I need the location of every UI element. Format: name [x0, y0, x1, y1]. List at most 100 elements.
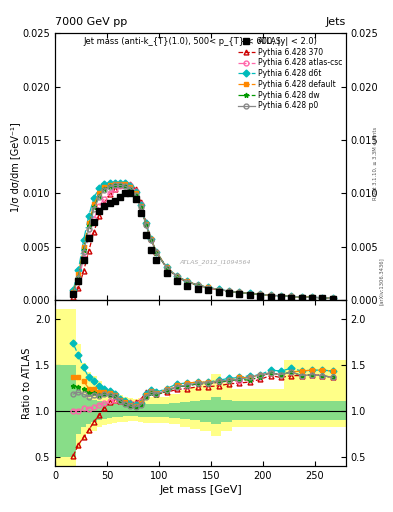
Pythia 6.428 p0	[86, 225, 91, 231]
Pythia 6.428 default	[138, 203, 143, 209]
Pythia 6.428 dw	[81, 247, 86, 253]
Pythia 6.428 default	[154, 249, 159, 255]
Text: Jets: Jets	[325, 16, 346, 27]
Pythia 6.428 370	[258, 291, 263, 297]
Pythia 6.428 370	[195, 283, 200, 289]
ATLAS	[143, 232, 148, 238]
Pythia 6.428 atlas-csc	[289, 293, 294, 300]
Pythia 6.428 p0	[112, 182, 117, 188]
ATLAS	[175, 279, 180, 285]
Pythia 6.428 370	[237, 290, 242, 296]
Pythia 6.428 p0	[81, 249, 86, 255]
Line: Pythia 6.428 dw: Pythia 6.428 dw	[71, 182, 335, 301]
ATLAS	[71, 291, 75, 297]
Pythia 6.428 dw	[71, 289, 75, 295]
Pythia 6.428 atlas-csc	[143, 220, 148, 226]
Pythia 6.428 370	[92, 229, 96, 235]
ATLAS	[112, 198, 117, 204]
Pythia 6.428 d6t	[71, 287, 75, 293]
Pythia 6.428 370	[118, 182, 122, 188]
Pythia 6.428 370	[310, 294, 314, 301]
Pythia 6.428 d6t	[237, 289, 242, 295]
Pythia 6.428 d6t	[279, 293, 283, 299]
Pythia 6.428 dw	[76, 273, 81, 280]
ATLAS	[227, 290, 231, 296]
Pythia 6.428 atlas-csc	[81, 255, 86, 262]
Pythia 6.428 p0	[216, 286, 221, 292]
Pythia 6.428 370	[71, 294, 75, 300]
Pythia 6.428 p0	[164, 265, 169, 271]
Pythia 6.428 d6t	[76, 267, 81, 273]
Pythia 6.428 dw	[331, 295, 335, 301]
ATLAS	[118, 194, 122, 200]
Line: Pythia 6.428 d6t: Pythia 6.428 d6t	[71, 180, 335, 301]
Pythia 6.428 default	[76, 271, 81, 278]
Pythia 6.428 atlas-csc	[76, 279, 81, 285]
Pythia 6.428 default	[71, 289, 75, 295]
Pythia 6.428 370	[102, 200, 107, 206]
Pythia 6.428 default	[299, 294, 304, 300]
Pythia 6.428 default	[237, 289, 242, 295]
Pythia 6.428 p0	[237, 289, 242, 295]
Pythia 6.428 p0	[143, 222, 148, 228]
ATLAS	[268, 293, 273, 300]
ATLAS	[138, 209, 143, 216]
Pythia 6.428 default	[216, 286, 221, 292]
Pythia 6.428 d6t	[154, 248, 159, 254]
Pythia 6.428 dw	[118, 182, 122, 188]
Pythia 6.428 370	[112, 186, 117, 192]
Pythia 6.428 dw	[268, 292, 273, 298]
Pythia 6.428 default	[185, 279, 190, 285]
ATLAS	[206, 287, 211, 293]
ATLAS	[320, 295, 325, 302]
Pythia 6.428 370	[320, 294, 325, 301]
Pythia 6.428 p0	[279, 293, 283, 299]
Pythia 6.428 d6t	[331, 295, 335, 301]
Pythia 6.428 default	[97, 190, 101, 197]
Pythia 6.428 370	[185, 279, 190, 285]
ATLAS	[92, 219, 96, 225]
Pythia 6.428 atlas-csc	[279, 293, 283, 299]
Pythia 6.428 p0	[195, 282, 200, 288]
Pythia 6.428 d6t	[112, 180, 117, 186]
Pythia 6.428 atlas-csc	[102, 196, 107, 202]
Pythia 6.428 default	[112, 181, 117, 187]
ATLAS	[331, 295, 335, 302]
Pythia 6.428 dw	[97, 193, 101, 199]
Pythia 6.428 d6t	[86, 212, 91, 219]
Pythia 6.428 p0	[118, 182, 122, 188]
ATLAS	[258, 293, 263, 299]
Pythia 6.428 370	[154, 249, 159, 255]
Pythia 6.428 dw	[92, 204, 96, 210]
Pythia 6.428 d6t	[97, 185, 101, 191]
Pythia 6.428 default	[81, 244, 86, 250]
Pythia 6.428 dw	[149, 237, 153, 243]
Pythia 6.428 p0	[138, 204, 143, 210]
Pythia 6.428 atlas-csc	[149, 236, 153, 242]
Pythia 6.428 default	[123, 181, 127, 187]
Pythia 6.428 atlas-csc	[154, 249, 159, 255]
Pythia 6.428 dw	[237, 289, 242, 295]
Pythia 6.428 370	[107, 191, 112, 198]
Pythia 6.428 atlas-csc	[86, 234, 91, 240]
Pythia 6.428 p0	[128, 185, 133, 191]
Pythia 6.428 atlas-csc	[216, 287, 221, 293]
Text: Jet mass (anti-k_{T}(1.0), 500< p_{T} < 600, |y| < 2.0): Jet mass (anti-k_{T}(1.0), 500< p_{T} < …	[83, 37, 318, 46]
ATLAS	[248, 292, 252, 298]
Pythia 6.428 dw	[123, 183, 127, 189]
Pythia 6.428 dw	[258, 291, 263, 297]
Pythia 6.428 d6t	[195, 282, 200, 288]
Pythia 6.428 p0	[320, 294, 325, 301]
Pythia 6.428 d6t	[227, 288, 231, 294]
Pythia 6.428 d6t	[118, 180, 122, 186]
Pythia 6.428 370	[97, 212, 101, 219]
Pythia 6.428 default	[164, 264, 169, 270]
Pythia 6.428 default	[92, 201, 96, 207]
Pythia 6.428 d6t	[128, 183, 133, 189]
Pythia 6.428 atlas-csc	[237, 289, 242, 295]
Pythia 6.428 d6t	[102, 181, 107, 187]
Pythia 6.428 atlas-csc	[268, 292, 273, 298]
Pythia 6.428 atlas-csc	[206, 285, 211, 291]
ATLAS	[97, 208, 101, 215]
Pythia 6.428 default	[107, 182, 112, 188]
